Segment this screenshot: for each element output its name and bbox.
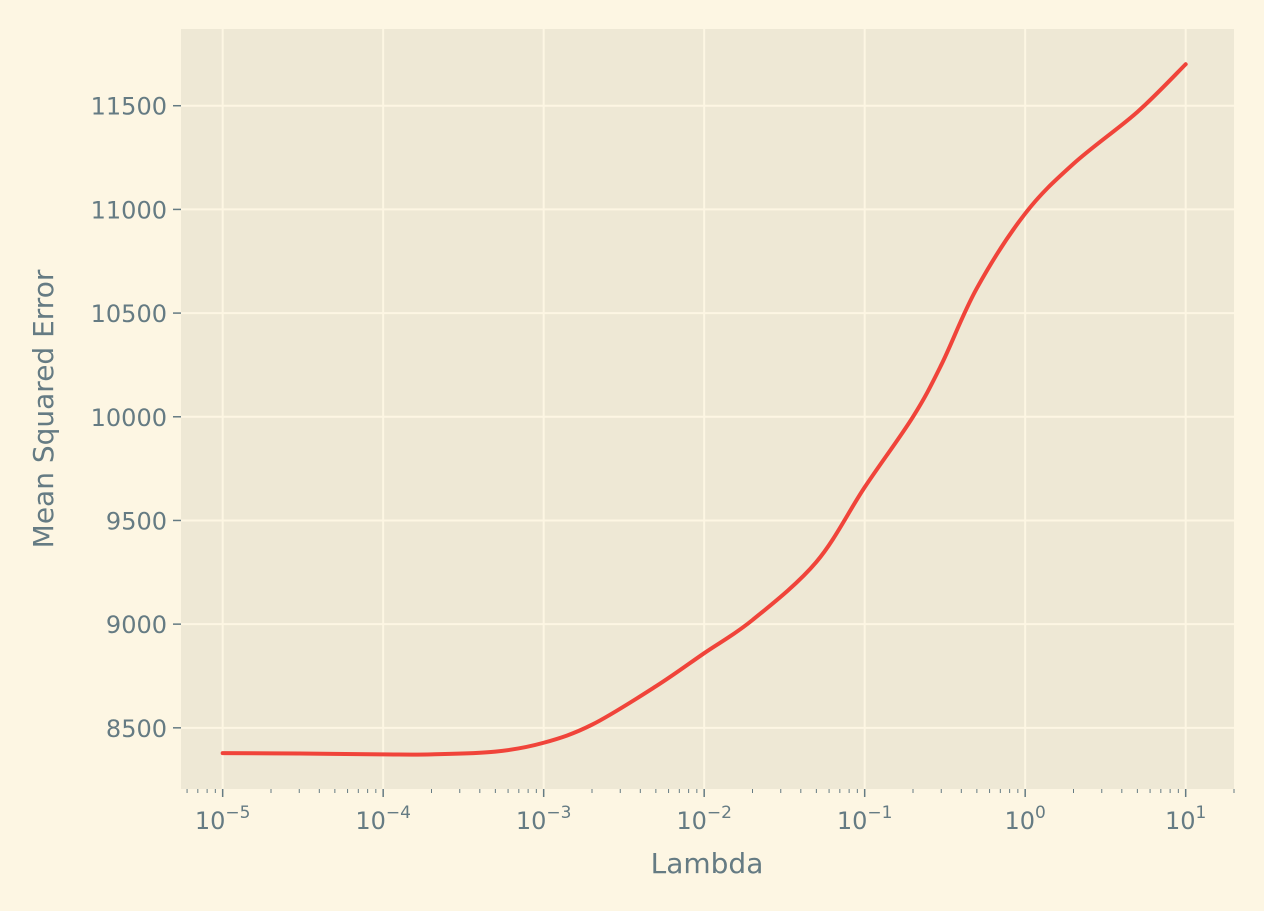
x-tick-label-base: 10 [676, 807, 707, 835]
x-tick-label: 10−5 [195, 803, 251, 835]
x-tick-label-exponent: −1 [867, 803, 892, 823]
x-tick-label-base: 10 [837, 807, 868, 835]
x-tick-label-exponent: 1 [1196, 803, 1207, 823]
x-tick-label-exponent: −4 [386, 803, 411, 823]
y-tick-label: 10500 [91, 300, 167, 328]
series-group [220, 62, 1188, 757]
y-tick-label: 11000 [91, 196, 167, 224]
x-tick-label: 10−3 [516, 803, 572, 835]
x-tick-label-base: 10 [1165, 807, 1196, 835]
x-tick-label: 10−2 [676, 803, 732, 835]
x-tick-label-base: 10 [195, 807, 226, 835]
x-tick-label: 10−1 [837, 803, 893, 835]
y-axis-label: Mean Squared Error [27, 269, 60, 548]
y-tick-label: 10000 [91, 404, 167, 432]
y-tick-label: 9000 [106, 611, 167, 639]
x-tick-label-exponent: −5 [225, 803, 250, 823]
y-tick-label: 11500 [91, 93, 167, 121]
grid-lines [181, 29, 1234, 789]
x-tick-label: 100 [1004, 803, 1045, 835]
x-tick-label-exponent: −3 [546, 803, 571, 823]
x-tick-label-exponent: −2 [707, 803, 732, 823]
x-axis-label: Lambda [651, 847, 764, 880]
plot-area [181, 29, 1234, 789]
series-line [220, 62, 1188, 757]
x-tick-label-base: 10 [1004, 807, 1035, 835]
x-tick-label: 101 [1165, 803, 1206, 835]
x-tick-label: 10−4 [355, 803, 411, 835]
x-tick-label-base: 10 [516, 807, 547, 835]
x-tick-label-exponent: 0 [1035, 803, 1046, 823]
y-tick-label: 9500 [106, 507, 167, 535]
y-tick-label: 8500 [106, 715, 167, 743]
x-tick-label-base: 10 [355, 807, 386, 835]
